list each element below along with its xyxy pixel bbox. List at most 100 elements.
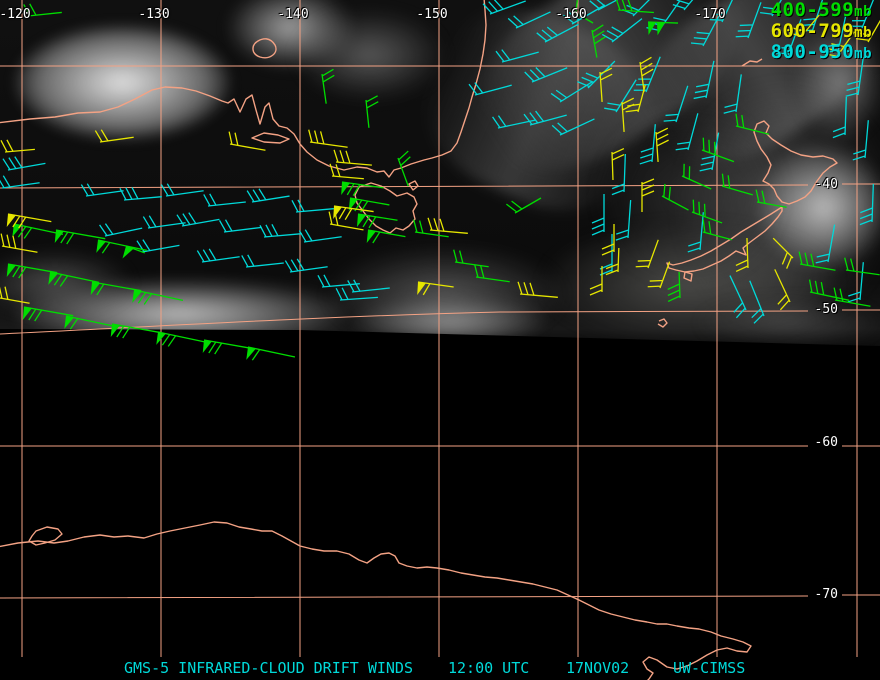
cloud-mass <box>295 10 445 100</box>
coastline-flinders-island <box>408 180 419 191</box>
wind-barb <box>90 281 142 296</box>
wind-barb <box>675 113 699 151</box>
wind-barb <box>347 279 390 293</box>
wind-barb <box>492 115 536 129</box>
caption-segment: 17NOV02 <box>566 659 630 677</box>
wind-barb <box>506 197 542 214</box>
wind-barb <box>833 287 871 307</box>
latitude-label: -40 <box>814 177 838 192</box>
coastline-inland-lake <box>252 38 277 59</box>
wind-barb <box>808 279 850 301</box>
wind-barb <box>604 79 637 113</box>
legend-range: 400-599 <box>770 0 855 21</box>
wind-barb <box>160 183 204 197</box>
longitude-label: -150 <box>416 7 448 22</box>
longitude-label: -120 <box>0 7 31 22</box>
grid-parallel <box>0 183 880 189</box>
wind-barb <box>647 261 671 289</box>
wind-barb <box>672 0 709 11</box>
wind-barb <box>573 0 594 24</box>
wind-barb <box>329 163 364 180</box>
wind-barb <box>611 154 626 196</box>
wind-barb <box>615 0 654 14</box>
wind-barb <box>589 266 603 296</box>
wind-barb <box>64 315 116 330</box>
pressure-level-legend: 400-599mb 600-799mb 800-950mb <box>771 1 872 64</box>
wind-barb <box>661 183 689 211</box>
wind-barb <box>591 194 605 236</box>
wind-barb <box>110 323 162 339</box>
wind-barb <box>122 245 146 259</box>
wind-barb <box>176 212 220 227</box>
wind-barb <box>0 285 30 304</box>
wind-barb <box>80 183 124 197</box>
wind-barb <box>798 251 836 271</box>
wind-barb <box>687 212 704 253</box>
wind-barb <box>647 21 679 36</box>
wind-barb <box>246 346 296 361</box>
wind-barb <box>693 60 715 100</box>
legend-range: 800-950 <box>770 41 855 63</box>
wind-barb <box>815 224 836 264</box>
wind-barb <box>2 156 46 171</box>
coastline-northland-islets <box>741 58 763 67</box>
wind-barb <box>413 219 449 238</box>
wind-barb <box>832 97 847 139</box>
wind-barb <box>308 129 348 148</box>
grid-parallel <box>0 309 880 335</box>
legend-unit: mb <box>854 25 872 41</box>
wind-barbs <box>0 0 880 361</box>
wind-barb <box>427 217 468 234</box>
longitude-label: -140 <box>277 7 309 22</box>
grid-parallel <box>0 594 880 599</box>
wind-barb <box>577 60 616 89</box>
wind-barb <box>729 275 747 319</box>
longitude-label: -170 <box>694 7 726 22</box>
latitude-label: -50 <box>814 302 838 317</box>
wind-barb <box>246 188 290 203</box>
legend-range: 600-799 <box>770 20 855 42</box>
wind-barb <box>635 239 659 269</box>
wind-barb <box>824 31 855 59</box>
coastline-stewart-island <box>683 271 693 282</box>
wind-barb <box>849 0 877 29</box>
coastline-kangaroo-island <box>251 132 290 144</box>
cloud-band <box>700 300 880 345</box>
wind-barb <box>341 181 384 197</box>
wind-barb <box>859 184 874 226</box>
wind-barb <box>397 150 411 187</box>
coastline-nz-north-island <box>753 120 838 205</box>
wind-barb <box>333 149 372 166</box>
product-caption: GMS-5 INFRARED-CLOUD DRIFT WINDS 12:00 UT… <box>0 661 880 677</box>
wind-barb <box>96 239 148 254</box>
wind-barb <box>474 264 510 283</box>
wind-barb <box>621 97 635 132</box>
wind-barb <box>468 82 512 96</box>
wind-barb <box>536 23 579 43</box>
latitude-label: -70 <box>814 587 838 602</box>
wind-barb <box>723 74 742 114</box>
wind-barb <box>348 197 390 213</box>
wind-barb <box>601 18 643 43</box>
caption-segment: GMS-5 INFRARED-CLOUD DRIFT WINDS <box>124 659 413 677</box>
wind-barb <box>241 254 284 268</box>
wind-barb <box>328 211 364 231</box>
wind-barb <box>298 229 342 243</box>
wind-barb <box>259 223 302 238</box>
coastlines <box>0 0 838 680</box>
wind-barb <box>721 173 753 196</box>
wind-barb <box>203 193 246 207</box>
wind-barb <box>196 248 240 263</box>
wind-barb <box>218 219 262 233</box>
wind-barb <box>507 11 551 29</box>
wind-barb <box>366 229 406 244</box>
wind-barb <box>615 200 632 241</box>
wind-barb <box>453 249 489 268</box>
wind-barb <box>788 14 820 39</box>
wind-barb <box>701 137 735 163</box>
wind-barb <box>655 127 669 162</box>
wind-barb <box>667 271 681 303</box>
wind-barb <box>709 0 739 23</box>
wind-barb <box>663 85 689 123</box>
wind-barb <box>142 215 186 229</box>
